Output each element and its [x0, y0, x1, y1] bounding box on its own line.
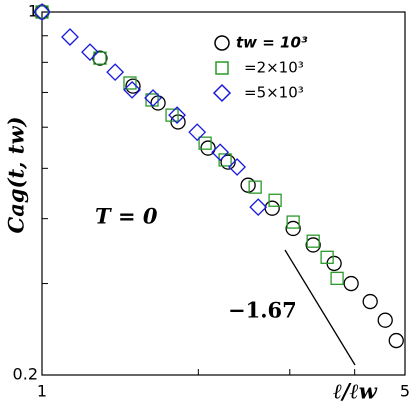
data-point — [188, 123, 207, 142]
data-point — [285, 220, 301, 237]
data-point — [228, 158, 247, 176]
data-point — [211, 143, 230, 162]
y-tick-label: 0.2 — [13, 365, 38, 384]
legend-label: =2×10³ — [244, 59, 304, 77]
data-point — [220, 154, 236, 170]
data-point — [286, 215, 300, 229]
data-point — [268, 193, 282, 207]
data-point — [165, 108, 179, 122]
data-point — [343, 275, 359, 292]
data-point — [330, 271, 344, 285]
data-point — [240, 177, 256, 193]
data-point — [362, 293, 378, 310]
x-tick-label: 1 — [37, 382, 47, 401]
plot-frame — [41, 11, 406, 376]
data-point — [123, 76, 137, 90]
data-point — [33, 3, 51, 21]
data-point — [61, 28, 79, 46]
data-point — [198, 136, 212, 150]
data-point — [93, 51, 107, 65]
data-point — [320, 250, 334, 264]
data-point — [92, 50, 108, 66]
annotation: T = 0 — [95, 204, 158, 229]
data-point — [81, 43, 99, 62]
data-point — [34, 4, 50, 20]
data-point — [305, 237, 321, 253]
data-point — [144, 89, 162, 107]
data-point — [106, 63, 125, 82]
data-point — [377, 312, 393, 328]
data-point — [35, 5, 49, 19]
data-point — [200, 140, 216, 156]
annotation: −1.67 — [228, 298, 297, 323]
x-tick-label: 5 — [400, 382, 410, 401]
data-point — [264, 200, 280, 216]
data-point — [168, 106, 186, 125]
legend-label: tw = 10³ — [236, 34, 308, 52]
legend-marker — [215, 61, 229, 75]
y-axis-label: Cag(t, tw) — [4, 117, 29, 234]
y-tick-label: 1 — [28, 2, 38, 21]
data-point — [125, 78, 141, 94]
data-point — [248, 180, 262, 194]
data-point — [249, 198, 268, 217]
data-point — [388, 332, 404, 349]
legend-label: =5×10³ — [244, 84, 304, 102]
data-point — [145, 93, 159, 107]
legend-marker — [212, 83, 232, 103]
data-point — [306, 234, 320, 248]
legend-marker — [214, 35, 230, 51]
x-axis-label: ℓ/ℓw — [333, 379, 378, 404]
data-point — [123, 80, 142, 99]
slope-line — [284, 249, 356, 366]
